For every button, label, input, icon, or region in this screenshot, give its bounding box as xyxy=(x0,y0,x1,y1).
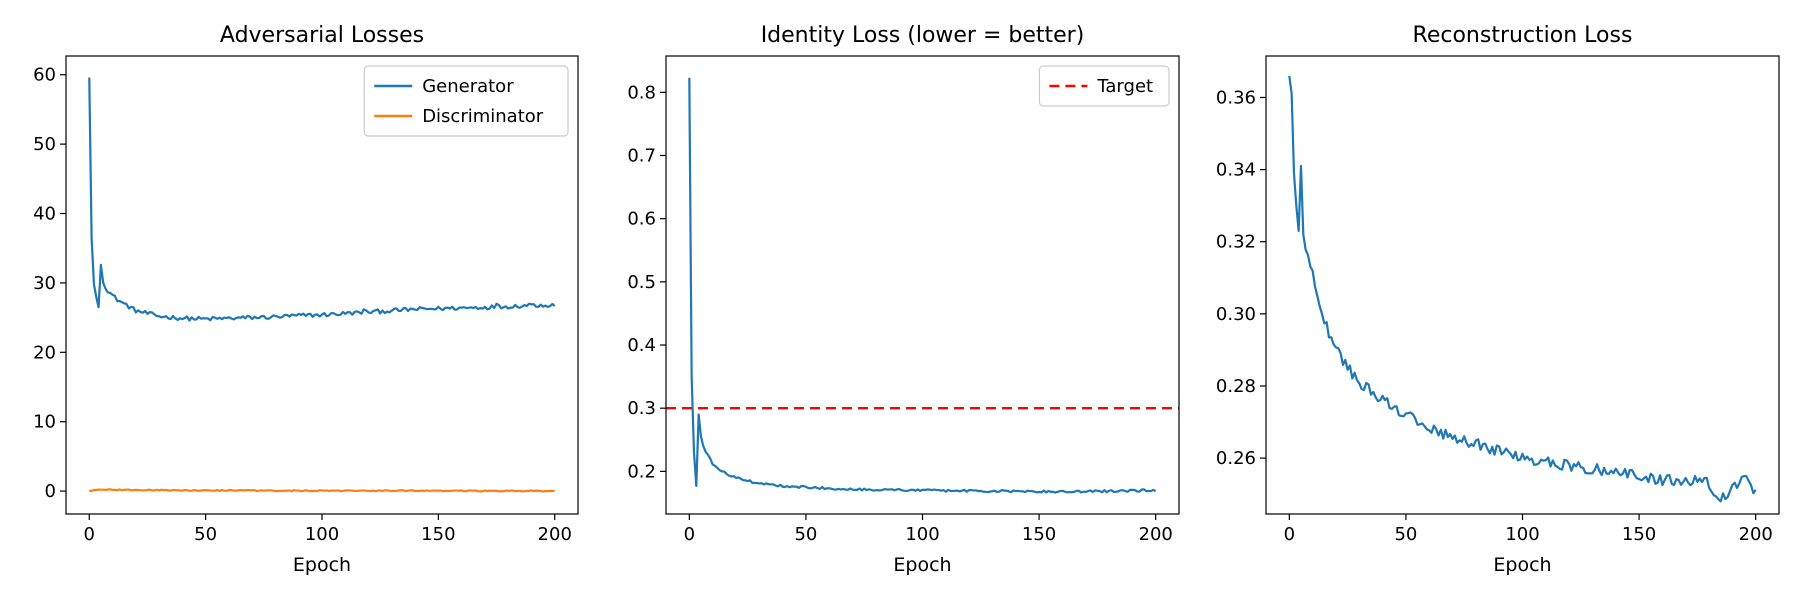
y-tick-label: 0.34 xyxy=(1216,160,1256,181)
x-tick-label: 150 xyxy=(1622,524,1656,545)
legend-box xyxy=(363,65,569,137)
x-axis-label: Epoch xyxy=(893,554,951,576)
y-tick-label: 0.30 xyxy=(1216,304,1256,325)
x-tick-label: 100 xyxy=(1505,524,1539,545)
y-tick-label: 0.2 xyxy=(627,461,656,482)
y-tick-label: 20 xyxy=(33,342,56,363)
x-tick-label: 100 xyxy=(905,524,939,545)
x-tick-label: 50 xyxy=(1394,524,1417,545)
legend-label: Discriminator xyxy=(422,106,544,127)
y-tick-label: 0.5 xyxy=(627,272,656,293)
chart-panel-3: Reconstruction Loss 0 50 100 150 200 0.26 0.28 0… xyxy=(1216,23,1780,576)
chart-panel-2: Identity Loss (lower = better) 0 50 100 150 2… xyxy=(627,23,1180,576)
y-tick-label: 0.36 xyxy=(1216,87,1256,108)
series-line-1 xyxy=(1288,75,1757,503)
y-tick-label: 50 xyxy=(33,134,56,155)
x-tick-label: 150 xyxy=(421,524,455,545)
chart-title: Reconstruction Loss xyxy=(1413,23,1633,48)
x-tick-label: 0 xyxy=(84,524,95,545)
x-tick-label: 200 xyxy=(1739,524,1773,545)
legend: Target xyxy=(1038,65,1170,107)
legend-label: Generator xyxy=(422,76,514,97)
plot-frame xyxy=(1265,55,1780,515)
legend: Generator Discriminator xyxy=(363,65,569,137)
y-tick-label: 0.32 xyxy=(1216,232,1256,253)
series-line-1 xyxy=(688,77,1157,494)
x-axis-label: Epoch xyxy=(1493,554,1551,576)
chart-title: Identity Loss (lower = better) xyxy=(761,23,1085,48)
y-tick-label: 0.8 xyxy=(627,82,656,103)
x-axis-label: Epoch xyxy=(293,554,351,576)
series-line-generator xyxy=(88,77,556,322)
chart-panel-1: Adversarial Losses 0 50 100 150 200 0 10 20 30 40 5… xyxy=(33,23,579,576)
x-tick-label: 200 xyxy=(538,524,572,545)
series-line-discriminator xyxy=(89,488,555,493)
x-tick-label: 150 xyxy=(1022,524,1056,545)
y-tick-label: 0.7 xyxy=(627,145,656,166)
legend-label: Target xyxy=(1096,76,1153,97)
plot-frame xyxy=(665,55,1180,515)
y-tick-label: 0.6 xyxy=(627,209,656,230)
x-tick-label: 50 xyxy=(794,524,817,545)
legend-box xyxy=(1038,65,1170,107)
y-tick-label: 0 xyxy=(45,481,56,502)
y-tick-label: 40 xyxy=(33,204,56,225)
y-tick-label: 0.4 xyxy=(627,335,656,356)
y-tick-label: 10 xyxy=(33,412,56,433)
y-tick-label: 30 xyxy=(33,273,56,294)
x-tick-label: 0 xyxy=(684,524,695,545)
y-tick-label: 0.28 xyxy=(1216,376,1256,397)
x-tick-label: 200 xyxy=(1139,524,1173,545)
y-tick-label: 0.3 xyxy=(627,398,656,419)
x-tick-label: 50 xyxy=(194,524,217,545)
y-tick-label: 0.26 xyxy=(1216,448,1256,469)
y-tick-label: 60 xyxy=(33,65,56,86)
x-tick-label: 100 xyxy=(305,524,339,545)
chart-title: Adversarial Losses xyxy=(220,23,424,48)
x-tick-label: 0 xyxy=(1284,524,1295,545)
